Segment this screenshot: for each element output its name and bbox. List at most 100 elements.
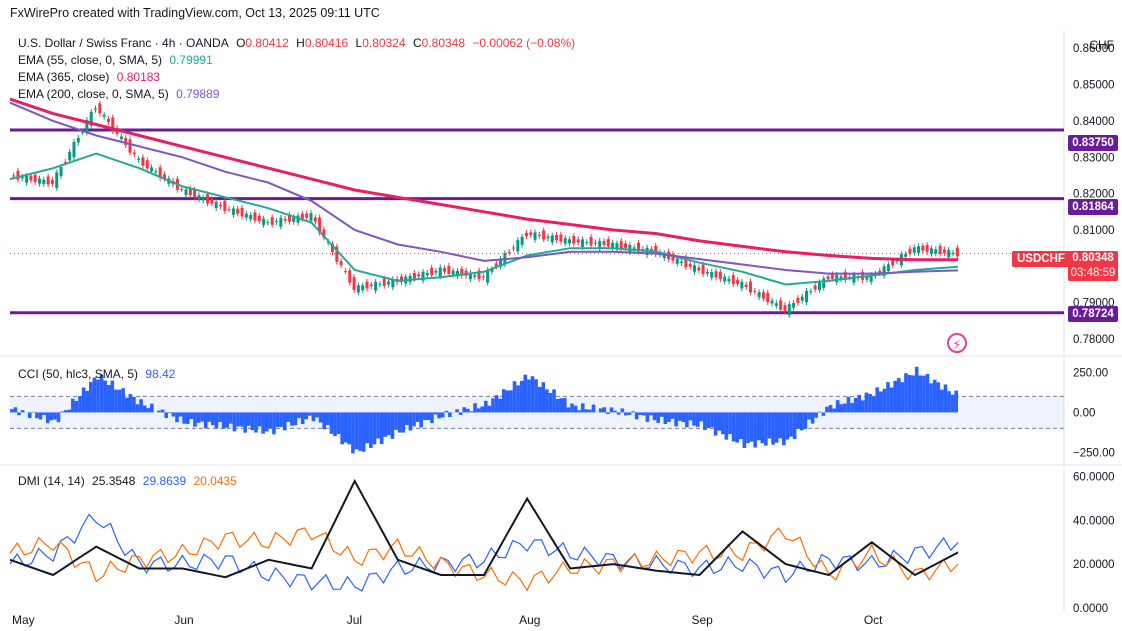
candle [628, 244, 632, 252]
candle [33, 174, 37, 182]
candle [425, 272, 429, 276]
candle [391, 279, 395, 288]
cci-bar [297, 412, 301, 419]
cci-bar [379, 412, 384, 445]
cci-bar [272, 412, 276, 435]
candle [430, 267, 434, 275]
cci-bar [868, 393, 872, 413]
candle [374, 281, 378, 291]
cci-bar [135, 404, 140, 413]
candle [865, 276, 869, 280]
cci-bar [922, 375, 926, 413]
candle [611, 242, 615, 248]
cci-bar [814, 412, 818, 418]
cci-bar [843, 403, 847, 413]
cci-bar [674, 412, 678, 427]
candle [550, 235, 554, 243]
candle [184, 189, 188, 195]
cci-bar [652, 412, 657, 421]
candle [313, 217, 317, 222]
last-price-value: 0.80348 [1072, 252, 1114, 264]
cci-bar [211, 412, 215, 426]
candle [417, 274, 421, 277]
candle [796, 298, 800, 303]
cci-bar [563, 398, 567, 413]
cci-bar [573, 405, 578, 413]
cci-bar [232, 412, 237, 432]
candle [348, 270, 352, 283]
cci-bar [534, 379, 538, 413]
cci-bar [200, 412, 204, 422]
cci-bar [290, 412, 294, 426]
cci-bar [685, 412, 689, 428]
ema200-legend[interactable]: EMA (200, close, 0, SMA, 5) 0.79889 [18, 87, 223, 101]
cci-value: 98.42 [145, 367, 176, 381]
cci-bar [498, 398, 502, 413]
month-tick-label: Sep [691, 613, 713, 627]
candle [227, 209, 231, 211]
cci-bar [343, 412, 348, 443]
candle [835, 274, 839, 283]
price-tick-label: 0.86000 [1073, 43, 1115, 55]
candle [576, 239, 580, 243]
cci-bar [476, 408, 481, 413]
cci-bar [433, 412, 438, 415]
cci-bar [236, 412, 240, 427]
cci-bar [257, 412, 262, 427]
candle [275, 221, 279, 223]
close-label: C [412, 36, 422, 50]
cci-bar [146, 408, 151, 413]
dmi-plus-line [9, 513, 959, 592]
ema55-legend[interactable]: EMA (55, close, 0, SMA, 5) 0.79991 [18, 53, 217, 67]
candle [568, 239, 572, 244]
cci-bar [444, 410, 449, 413]
cci-bar [936, 382, 941, 413]
cci-bar [746, 412, 750, 444]
candle [29, 175, 33, 181]
cci-bar [35, 412, 39, 419]
candle [16, 170, 20, 180]
cci-bar [487, 405, 492, 413]
cci-legend[interactable]: CCI (50, hlc3, SMA, 5) 98.42 [18, 367, 179, 381]
cci-bar [695, 412, 700, 427]
cci-bar [656, 412, 660, 423]
cci-bar [239, 412, 244, 427]
candle [162, 174, 166, 179]
candle [89, 112, 93, 126]
cci-bar [764, 412, 768, 446]
cci-bar [401, 412, 406, 433]
candle [908, 248, 912, 254]
candle [839, 276, 843, 280]
cci-tick-label: −250.00 [1073, 447, 1115, 459]
cci-bar [333, 412, 337, 437]
candle [688, 263, 692, 267]
candle [917, 246, 921, 254]
cci-bar [631, 411, 635, 413]
candle [904, 254, 908, 257]
cci-bar [512, 381, 517, 413]
cci-bar [659, 412, 664, 417]
candle [447, 265, 451, 274]
candle [300, 213, 304, 219]
candle [813, 285, 817, 290]
cci-bar [591, 404, 596, 413]
cci-bar [681, 412, 686, 423]
cci-bar [505, 390, 510, 413]
candle [727, 278, 731, 282]
dmi-legend[interactable]: DMI (14, 14) 25.3548 29.8639 20.0435 [18, 474, 241, 488]
close-value: 0.80348 [421, 36, 466, 50]
price-tick-label: 0.84000 [1073, 116, 1115, 128]
cci-bar [89, 382, 93, 413]
cci-bar [559, 398, 564, 413]
cci-bar [649, 412, 653, 416]
cci-bar [832, 408, 836, 413]
candle [766, 292, 770, 303]
candle [912, 247, 916, 253]
change-value: −0.00062 (−0.08%) [472, 36, 576, 50]
candle [787, 304, 791, 316]
candle [662, 253, 666, 258]
flash-circle-icon[interactable]: ⚡ [947, 333, 967, 353]
cci-tick-label: 250.00 [1073, 367, 1108, 379]
ema365-legend[interactable]: EMA (365, close) 0.80183 [18, 70, 164, 84]
